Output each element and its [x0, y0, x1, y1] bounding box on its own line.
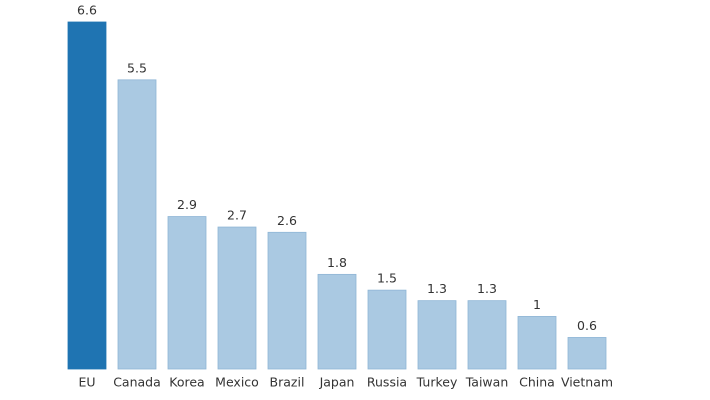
- value-label: 1.8: [327, 255, 347, 270]
- value-label: 1.3: [477, 281, 497, 296]
- x-tick-label: EU: [78, 375, 95, 390]
- x-tick-label: Russia: [367, 375, 407, 390]
- bar: [217, 226, 257, 370]
- value-label: 5.5: [127, 60, 147, 75]
- x-tick-label: Japan: [319, 375, 355, 390]
- x-tick-label: Canada: [113, 375, 161, 390]
- value-label: 2.6: [277, 213, 297, 228]
- bar: [267, 231, 307, 370]
- x-tick-label: Korea: [169, 375, 204, 390]
- bar: [117, 79, 157, 370]
- x-tick-label: Turkey: [416, 375, 458, 390]
- value-label: 1.3: [427, 281, 447, 296]
- x-tick-label: Brazil: [270, 375, 305, 390]
- value-label: 1.5: [377, 271, 397, 286]
- x-tick-label: Taiwan: [465, 375, 509, 390]
- bar: [67, 21, 107, 370]
- value-label: 1: [533, 297, 541, 312]
- bar: [567, 337, 607, 370]
- x-tick-label: Vietnam: [561, 375, 613, 390]
- bar: [517, 316, 557, 370]
- bar: [317, 273, 357, 370]
- bar: [367, 289, 407, 370]
- bar: [417, 300, 457, 370]
- value-label: 2.9: [177, 197, 197, 212]
- value-label: 6.6: [77, 3, 97, 18]
- bar: [167, 216, 207, 370]
- bar: [467, 300, 507, 370]
- x-tick-label: China: [519, 375, 555, 390]
- x-tick-label: Mexico: [215, 375, 259, 390]
- value-label: 0.6: [577, 318, 597, 333]
- value-label: 2.7: [227, 208, 247, 223]
